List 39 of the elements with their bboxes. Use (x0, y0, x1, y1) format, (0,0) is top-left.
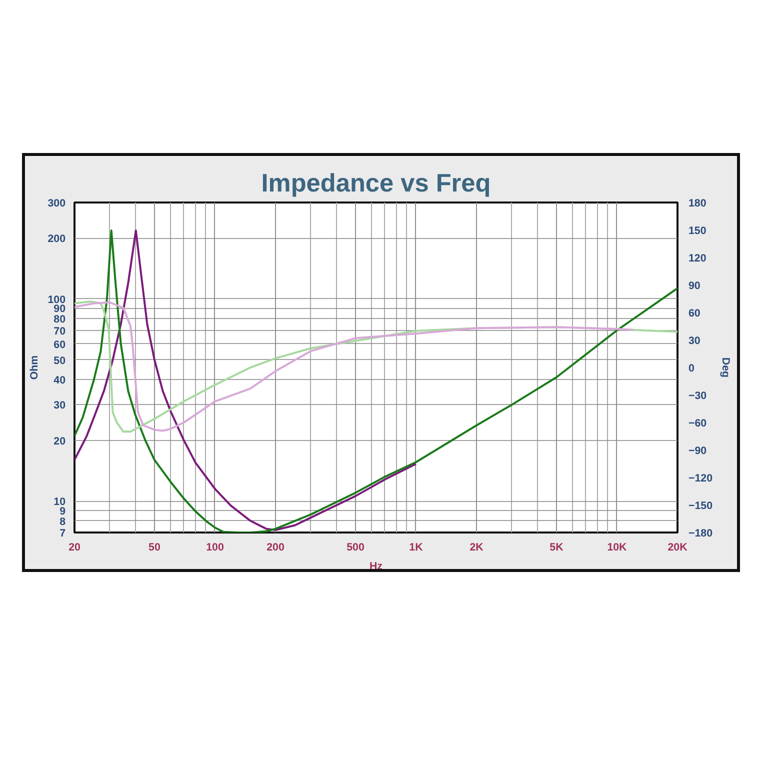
y2-tick-label: 90 (688, 280, 700, 292)
y2-tick-label: −180 (688, 528, 713, 540)
x-tick-label: 10K (607, 542, 628, 554)
x-tick-label: 1K (409, 542, 424, 554)
y2-tick-label: 0 (688, 362, 694, 374)
y2-tick-label: 120 (688, 252, 706, 264)
x-tick-label: 500 (346, 542, 364, 554)
y2-tick-label: −120 (688, 472, 713, 484)
y-tick-label: 50 (54, 354, 66, 367)
y-tick-label: 100 (48, 294, 66, 306)
x-tick-label: 2K (470, 542, 484, 554)
y-tick-label: 20 (54, 435, 66, 448)
x-tick-label: 5K (550, 542, 564, 554)
y2-tick-label: −60 (688, 418, 707, 430)
y2-axis-title: Deg (720, 357, 732, 378)
y2-tick-label: 150 (688, 225, 706, 237)
y-tick-label: 40 (54, 374, 66, 386)
y-tick-label: 7 (60, 528, 66, 540)
x-tick-label: 20K (668, 542, 688, 554)
y-axis-title: Ohm (28, 355, 41, 380)
y-tick-label: 90 (54, 303, 66, 316)
y-tick-label: 200 (48, 233, 66, 246)
y2-tick-label: −150 (688, 500, 713, 512)
y-tick-label: 60 (54, 338, 66, 351)
y2-tick-label: 180 (688, 198, 706, 210)
x-tick-label: 50 (148, 542, 160, 554)
x-tick-label: 100 (206, 542, 224, 554)
y-tick-label: 300 (48, 198, 66, 210)
y2-tick-label: −90 (688, 445, 707, 457)
y2-tick-label: 30 (688, 335, 700, 347)
y-tick-label: 80 (54, 314, 66, 326)
y2-tick-label: −30 (688, 390, 707, 402)
x-tick-label: 200 (266, 542, 284, 554)
y-tick-label: 30 (54, 400, 66, 412)
y-tick-label: 70 (54, 325, 66, 338)
x-tick-label: 20 (68, 542, 80, 554)
y2-tick-label: 60 (688, 308, 700, 320)
y-tick-label: 8 (60, 516, 66, 528)
chart-title: Impedance vs Freq (261, 170, 491, 198)
